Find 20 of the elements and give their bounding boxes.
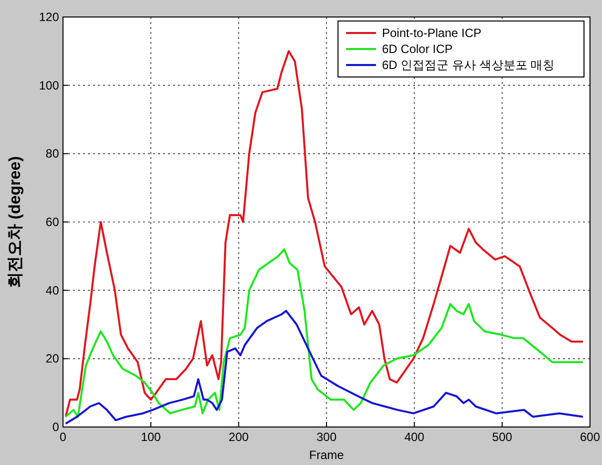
y-axis-title: 회전오차 (degree) xyxy=(7,156,24,288)
y-tick-label: 120 xyxy=(38,10,60,24)
x-tick-label: 200 xyxy=(228,430,249,444)
x-tick-label: 100 xyxy=(140,430,162,444)
x-tick-label: 500 xyxy=(492,430,512,444)
legend-label: 6D 인접점군 유사 색상분포 매칭 xyxy=(382,58,555,72)
x-axis-title: Frame xyxy=(309,448,344,462)
x-tick-label: 300 xyxy=(316,430,337,444)
y-tick-label: 100 xyxy=(38,78,60,92)
y-tick-label: 20 xyxy=(46,352,60,366)
x-tick-label: 400 xyxy=(404,430,425,444)
line-series xyxy=(64,310,584,425)
y-tick-label: 80 xyxy=(46,146,60,161)
y-tick-label: 40 xyxy=(46,283,60,298)
y-tick-label: 0 xyxy=(52,420,60,434)
line-series xyxy=(64,248,584,418)
x-tick-label: 600 xyxy=(580,430,600,444)
y-tick-label: 60 xyxy=(46,215,60,229)
legend-label: 6D Color ICP xyxy=(382,42,453,56)
legend-label: Point-to-Plane ICP xyxy=(382,26,482,40)
